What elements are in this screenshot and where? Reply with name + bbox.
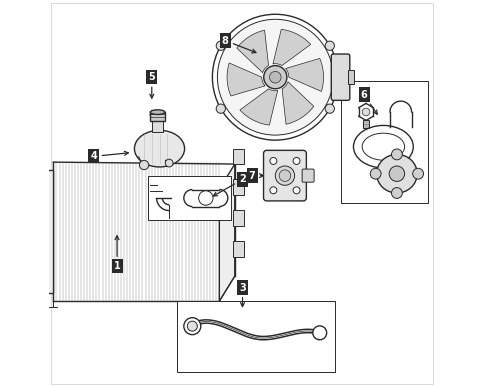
Text: 5: 5 [148, 72, 155, 98]
Text: 7: 7 [248, 171, 263, 181]
Circle shape [388, 166, 404, 181]
Polygon shape [240, 89, 277, 125]
Circle shape [292, 187, 300, 194]
Circle shape [275, 166, 294, 185]
Bar [340, 81, 427, 203]
Circle shape [270, 187, 276, 194]
Circle shape [216, 41, 225, 50]
Bar [362, 120, 368, 128]
Ellipse shape [134, 130, 184, 167]
Circle shape [212, 14, 337, 140]
Bar [232, 241, 244, 257]
Circle shape [269, 71, 281, 83]
Circle shape [165, 159, 173, 167]
Ellipse shape [376, 154, 416, 193]
Circle shape [369, 168, 380, 179]
Text: 1: 1 [113, 236, 120, 271]
Text: 8: 8 [221, 36, 256, 53]
Circle shape [139, 161, 149, 170]
Circle shape [183, 318, 200, 335]
Bar [44, 170, 53, 293]
Bar [150, 112, 165, 120]
Polygon shape [236, 30, 268, 73]
Circle shape [324, 41, 334, 50]
Text: 4: 4 [91, 151, 128, 161]
Bar [232, 149, 244, 164]
Circle shape [198, 191, 212, 205]
FancyBboxPatch shape [263, 150, 306, 201]
Bar [232, 179, 244, 195]
Circle shape [217, 19, 333, 135]
Circle shape [391, 188, 401, 198]
Circle shape [216, 104, 225, 113]
FancyBboxPatch shape [302, 169, 314, 182]
Circle shape [270, 157, 276, 164]
Bar [148, 176, 230, 220]
Text: 2: 2 [213, 174, 245, 196]
Circle shape [263, 66, 287, 89]
Polygon shape [285, 58, 323, 91]
FancyBboxPatch shape [331, 54, 349, 100]
Circle shape [187, 321, 197, 331]
Polygon shape [272, 29, 310, 66]
Polygon shape [282, 82, 313, 124]
Circle shape [362, 108, 369, 116]
Text: 6: 6 [360, 90, 377, 114]
Polygon shape [227, 63, 264, 96]
Circle shape [391, 149, 401, 160]
Bar [232, 210, 244, 226]
Ellipse shape [150, 112, 165, 118]
Ellipse shape [150, 110, 165, 114]
Bar [177, 301, 334, 372]
Bar [347, 70, 353, 84]
Bar [151, 119, 163, 132]
Circle shape [412, 168, 423, 179]
Circle shape [312, 326, 326, 340]
Text: 3: 3 [239, 283, 245, 306]
Circle shape [279, 170, 290, 181]
Circle shape [292, 157, 300, 164]
Polygon shape [219, 164, 234, 301]
Circle shape [324, 104, 334, 113]
